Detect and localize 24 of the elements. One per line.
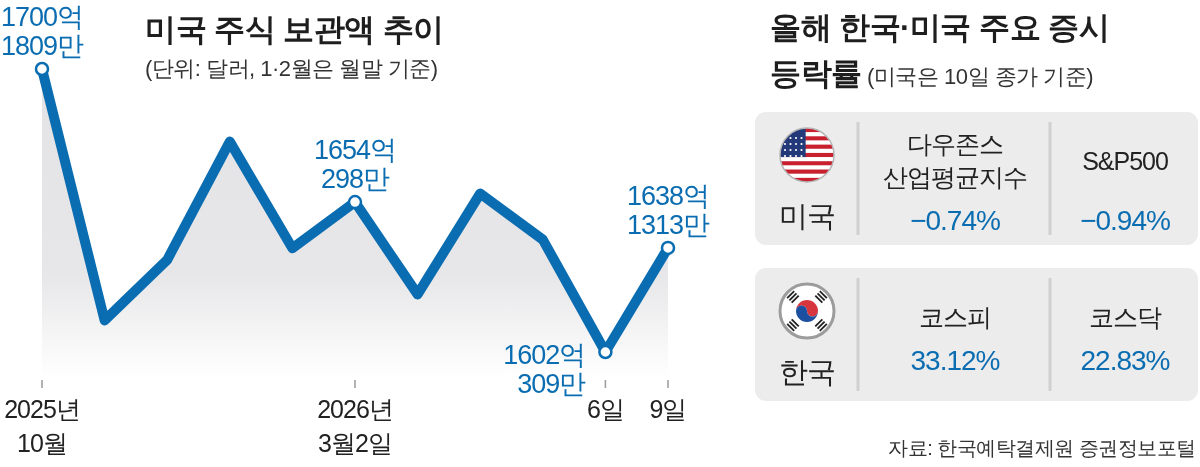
data-label: 1602억 309만 (503, 340, 587, 399)
text: S&P500 (1082, 146, 1168, 175)
chart-subtitle: (단위: 달러, 1·2월은 월말 기준) (145, 56, 438, 81)
text: 22.83% (1080, 344, 1170, 376)
data-label: 1700억 1809만 (0, 2, 85, 61)
x-tick-label: 2026년 3월2일 (317, 395, 393, 457)
x-tick-label: 9일 (649, 395, 687, 423)
text: 자료: 한국예탁결제원 증권정보포털 (888, 437, 1196, 459)
text: 33.12% (910, 344, 1000, 376)
text: 코스닥 (1089, 302, 1162, 331)
data-label: 1638억 1313만 (626, 180, 711, 240)
x-tick-label: 2025년 10월 (4, 395, 80, 457)
text: −0.94% (1080, 205, 1170, 236)
data-label: 1654억 298만 (313, 135, 397, 195)
text: 다우존스 산업평균지수 (883, 130, 1027, 191)
x-tick-label: 6일 (586, 395, 624, 423)
text: 코스피 (919, 302, 991, 331)
point (660, 240, 676, 256)
point (34, 61, 50, 77)
chart-title: 미국 주식 보관액 추이 (145, 12, 444, 47)
category-label: 미국 (779, 200, 835, 232)
category-label: 한국 (779, 356, 835, 388)
text: −0.74% (910, 205, 1000, 236)
text: 올해 한국·미국 주요 증시 등락률 (미국은 10일 종가 기준) (770, 10, 1110, 91)
